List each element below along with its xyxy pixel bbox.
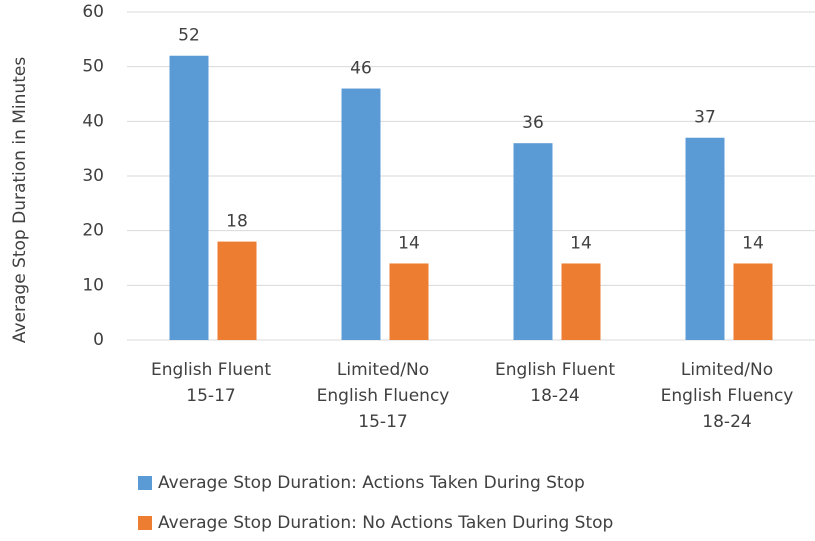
data-label: 18 bbox=[226, 212, 248, 232]
y-tick-label: 50 bbox=[82, 57, 104, 77]
y-tick-label: 40 bbox=[82, 111, 104, 131]
bar bbox=[389, 263, 429, 340]
legend-swatch bbox=[138, 476, 152, 490]
data-label: 14 bbox=[742, 233, 764, 253]
bar bbox=[513, 143, 553, 340]
data-label: 37 bbox=[694, 108, 716, 128]
x-tick-label: English Fluent 15-17 bbox=[151, 360, 271, 406]
legend-label: Average Stop Duration: No Actions Taken … bbox=[158, 513, 613, 533]
data-label: 52 bbox=[178, 26, 200, 46]
data-label: 46 bbox=[350, 59, 372, 79]
legend-label: Average Stop Duration: Actions Taken Dur… bbox=[158, 473, 585, 493]
bar bbox=[561, 263, 601, 340]
data-label: 14 bbox=[570, 233, 592, 253]
y-tick-label: 20 bbox=[82, 221, 104, 241]
x-tick-label: English Fluent 18-24 bbox=[495, 360, 615, 406]
bar bbox=[169, 55, 209, 340]
data-label: 14 bbox=[398, 233, 420, 253]
x-tick-label: Limited/No English Fluency 15-17 bbox=[317, 360, 450, 432]
legend-swatch bbox=[138, 516, 152, 530]
y-axis-label: Average Stop Duration in Minutes bbox=[10, 57, 30, 343]
bar bbox=[733, 263, 773, 340]
y-tick-label: 30 bbox=[82, 166, 104, 186]
x-tick-label: Limited/No English Fluency 18-24 bbox=[661, 360, 794, 432]
bar bbox=[217, 241, 257, 340]
data-label: 36 bbox=[522, 113, 544, 133]
bar bbox=[685, 137, 725, 340]
bar bbox=[341, 88, 381, 341]
y-tick-label: 60 bbox=[82, 2, 104, 22]
y-tick-label: 0 bbox=[93, 330, 104, 350]
y-tick-label: 10 bbox=[82, 275, 104, 295]
